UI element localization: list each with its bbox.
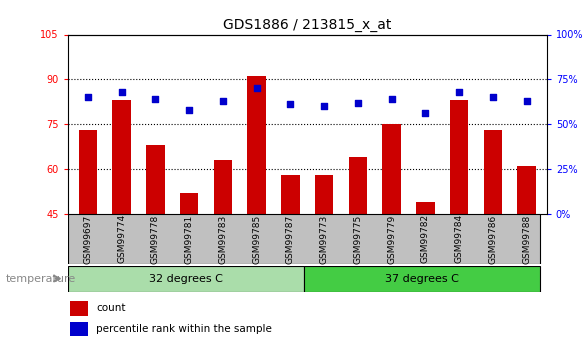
- Point: [455, 89, 464, 95]
- Text: 37 degrees C: 37 degrees C: [385, 274, 459, 284]
- Text: GSM99786: GSM99786: [489, 214, 497, 264]
- Point: [218, 98, 228, 104]
- Bar: [483, 130, 502, 214]
- Point: [387, 96, 396, 102]
- Title: GDS1886 / 213815_x_at: GDS1886 / 213815_x_at: [223, 18, 392, 32]
- Bar: [450, 100, 469, 214]
- Bar: [281, 175, 300, 214]
- Text: GSM99773: GSM99773: [320, 214, 329, 264]
- Bar: [248, 76, 266, 214]
- Bar: [382, 124, 401, 214]
- Point: [420, 111, 430, 116]
- Point: [319, 104, 329, 109]
- Text: GSM99775: GSM99775: [353, 214, 362, 264]
- Bar: [213, 160, 232, 214]
- Point: [83, 95, 92, 100]
- Point: [117, 89, 126, 95]
- Bar: [416, 202, 435, 214]
- Text: GSM99787: GSM99787: [286, 214, 295, 264]
- Point: [488, 95, 497, 100]
- Text: GSM99774: GSM99774: [117, 214, 126, 264]
- Point: [185, 107, 194, 112]
- Text: GSM99783: GSM99783: [218, 214, 228, 264]
- Text: GSM99697: GSM99697: [83, 214, 92, 264]
- Point: [286, 102, 295, 107]
- Text: 32 degrees C: 32 degrees C: [149, 274, 223, 284]
- Bar: [146, 145, 165, 214]
- Point: [151, 96, 160, 102]
- Bar: [349, 157, 367, 214]
- Text: GSM99782: GSM99782: [421, 214, 430, 264]
- Point: [353, 100, 363, 106]
- Bar: [79, 130, 97, 214]
- Bar: [68, 266, 304, 292]
- Bar: [112, 100, 131, 214]
- Point: [252, 86, 261, 91]
- Text: GSM99779: GSM99779: [387, 214, 396, 264]
- Bar: [71, 301, 88, 316]
- Text: GSM99784: GSM99784: [455, 214, 463, 264]
- Bar: [71, 322, 88, 336]
- Text: GSM99785: GSM99785: [252, 214, 261, 264]
- Text: GSM99781: GSM99781: [185, 214, 193, 264]
- Bar: [517, 166, 536, 214]
- Point: [522, 98, 532, 104]
- Text: temperature: temperature: [6, 274, 76, 284]
- Text: GSM99778: GSM99778: [151, 214, 160, 264]
- Bar: [180, 193, 198, 214]
- Text: count: count: [96, 303, 126, 313]
- Text: percentile rank within the sample: percentile rank within the sample: [96, 324, 272, 334]
- Bar: [304, 266, 540, 292]
- Bar: [315, 175, 333, 214]
- Text: GSM99788: GSM99788: [522, 214, 531, 264]
